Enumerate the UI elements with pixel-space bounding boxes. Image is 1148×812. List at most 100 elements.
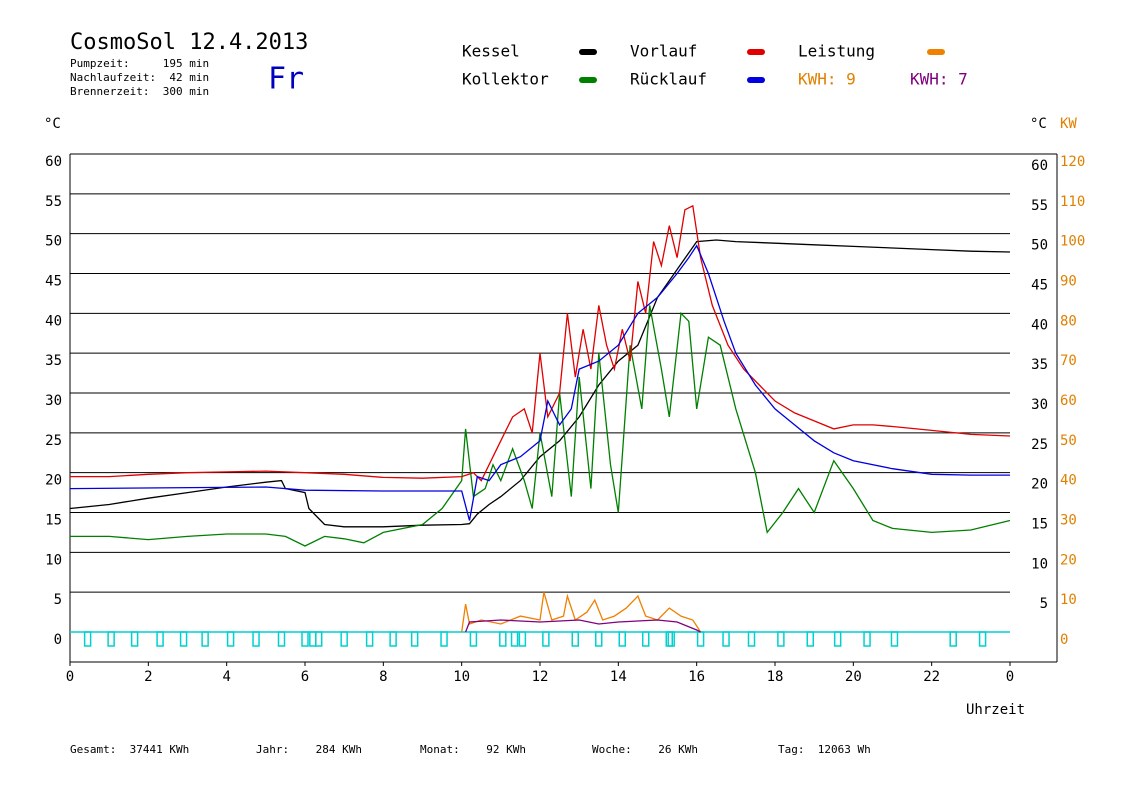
pump-mark: [595, 631, 603, 647]
pump-mark: [978, 631, 987, 647]
series-line: [70, 305, 1011, 547]
pump-mark: [156, 631, 164, 647]
pump-mark: [201, 631, 209, 647]
y-axis-label-right: °C: [1030, 116, 1047, 132]
y-tick-label-right: 15: [1031, 517, 1048, 533]
x-axis-label: Uhrzeit: [966, 702, 1025, 718]
y-tick-label: 30: [45, 393, 62, 409]
y-axis-label: °C: [44, 116, 61, 132]
y2-tick-label: 0: [1060, 632, 1068, 648]
series-line: [69, 244, 1010, 521]
pump-mark: [833, 631, 842, 647]
footer-stat: Jahr: 284 KWh: [256, 743, 362, 756]
y2-tick-label: 110: [1060, 194, 1085, 210]
y2-tick-label: 40: [1060, 473, 1077, 489]
pump-mark: [179, 631, 188, 647]
y-tick-label-right: 10: [1031, 556, 1048, 572]
x-tick-label: 10: [453, 669, 470, 685]
footer-stat: Monat: 92 KWh: [420, 743, 526, 756]
x-tick-label: 0: [66, 669, 74, 685]
pump-mark: [642, 631, 650, 647]
series-line: [461, 592, 702, 633]
y-tick-label: 15: [45, 513, 62, 529]
pump-mark: [722, 631, 730, 647]
pump-mark: [365, 631, 374, 647]
info-line: Pumpzeit: 195 min: [70, 57, 209, 70]
y-tick-label-right: 30: [1031, 397, 1048, 413]
y-tick-label-right: 40: [1031, 317, 1048, 333]
pump-mark: [410, 631, 419, 647]
y2-tick-label: 20: [1060, 552, 1077, 568]
series-line: [464, 619, 701, 633]
pump-mark: [777, 631, 785, 647]
pump-mark: [340, 631, 348, 647]
y2-tick-label: 10: [1060, 592, 1077, 608]
pump-mark: [806, 631, 814, 647]
y-tick-label: 20: [45, 473, 62, 489]
y-tick-label-right: 25: [1031, 437, 1048, 453]
footer-stat: Gesamt: 37441 KWh: [70, 743, 189, 756]
kwh-label: KWH: 7: [910, 70, 968, 89]
y-tick-label-right: 5: [1040, 596, 1048, 612]
legend-label: Kollektor: [462, 70, 549, 89]
x-tick-label: 22: [923, 669, 940, 685]
y-tick-label-right: 60: [1031, 158, 1048, 174]
series-line: [69, 239, 1011, 528]
pump-mark: [696, 631, 705, 647]
y-tick-label-right: 20: [1031, 477, 1048, 493]
y-tick-label: 5: [54, 592, 62, 608]
y-tick-label: 25: [45, 433, 62, 449]
pump-mark: [890, 631, 899, 647]
pump-mark: [226, 631, 235, 647]
pump-mark: [518, 631, 527, 647]
footer-stat: Woche: 26 KWh: [592, 743, 698, 756]
info-line: Brennerzeit: 300 min: [70, 85, 209, 98]
x-tick-label: 18: [767, 669, 784, 685]
pump-mark: [309, 631, 317, 647]
y-tick-label: 0: [54, 632, 62, 648]
y2-tick-label: 50: [1060, 433, 1077, 449]
legend-label: Rücklauf: [630, 70, 707, 89]
y2-tick-label: 80: [1060, 313, 1077, 329]
y-tick-label: 10: [45, 552, 62, 568]
pump-mark: [130, 631, 139, 647]
y-tick-label-right: 45: [1031, 278, 1048, 294]
pump-mark: [499, 631, 507, 647]
y-tick-label: 45: [45, 274, 62, 290]
weekday: Fr: [268, 62, 304, 97]
pump-mark: [277, 631, 286, 647]
y-tick-label: 50: [45, 234, 62, 250]
y-tick-label-right: 35: [1031, 357, 1048, 373]
pump-mark: [107, 631, 115, 647]
legend-label: Vorlauf: [630, 42, 697, 61]
y2-tick-label: 30: [1060, 513, 1077, 529]
x-tick-label: 14: [610, 669, 627, 685]
x-tick-label: 16: [688, 669, 705, 685]
footer-stat: Tag: 12063 Wh: [778, 743, 871, 756]
y2-tick-label: 70: [1060, 353, 1077, 369]
info-line: Nachlaufzeit: 42 min: [70, 71, 209, 84]
pump-mark: [510, 631, 519, 647]
y-tick-label: 55: [45, 194, 62, 210]
pump-mark: [667, 631, 675, 647]
series-line: [70, 204, 1011, 482]
pump-mark: [542, 631, 550, 647]
y2-tick-label: 90: [1060, 274, 1077, 290]
x-tick-label: 6: [301, 669, 309, 685]
pump-mark: [469, 631, 478, 647]
y2-tick-label: 60: [1060, 393, 1077, 409]
pump-mark: [83, 631, 92, 647]
x-tick-label: 20: [845, 669, 862, 685]
x-tick-label: 12: [532, 669, 549, 685]
pump-mark: [618, 631, 626, 647]
pump-mark: [571, 631, 579, 647]
kwh-label: KWH: 9: [798, 70, 856, 89]
x-tick-label: 8: [379, 669, 387, 685]
x-tick-label: 2: [144, 669, 152, 685]
pump-mark: [440, 631, 448, 647]
pump-mark: [314, 631, 323, 647]
y2-tick-label: 120: [1060, 154, 1085, 170]
pump-mark: [301, 631, 309, 647]
pump-mark: [665, 631, 673, 647]
y2-tick-label: 100: [1060, 234, 1085, 250]
